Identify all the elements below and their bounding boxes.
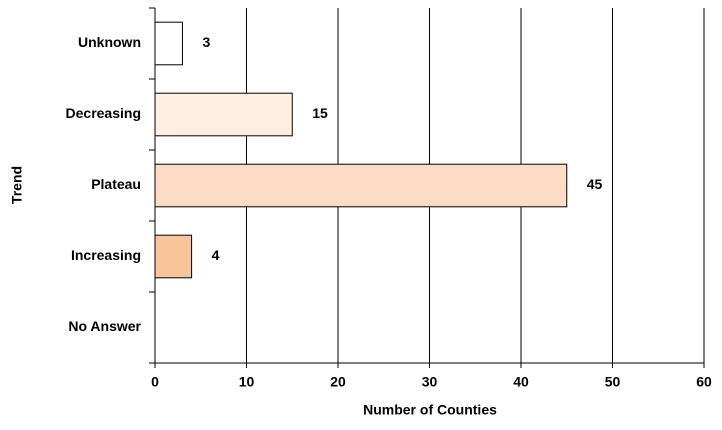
x-tick-label: 0	[151, 374, 159, 390]
x-tick-label: 30	[422, 374, 438, 390]
bar	[154, 163, 568, 208]
value-label: 15	[312, 105, 328, 121]
y-tick-label: Increasing	[71, 247, 141, 263]
y-tick-label: Plateau	[91, 176, 141, 192]
bar	[154, 21, 183, 66]
value-label: 3	[202, 34, 210, 50]
value-label: 4	[212, 247, 220, 263]
bar	[154, 92, 293, 137]
value-label: 45	[587, 176, 603, 192]
x-tick-label: 50	[605, 374, 621, 390]
x-tick-label: 20	[330, 374, 346, 390]
y-tick-label: No Answer	[68, 318, 141, 334]
x-tick-label: 40	[513, 374, 529, 390]
y-tick-label: Unknown	[78, 34, 141, 50]
x-tick-label: 10	[239, 374, 255, 390]
bar	[154, 234, 193, 279]
x-axis-label: Number of Counties	[363, 402, 497, 418]
x-tick-label: 60	[696, 374, 712, 390]
y-axis-label: Trend	[9, 166, 25, 204]
y-tick-label: Decreasing	[66, 105, 141, 121]
